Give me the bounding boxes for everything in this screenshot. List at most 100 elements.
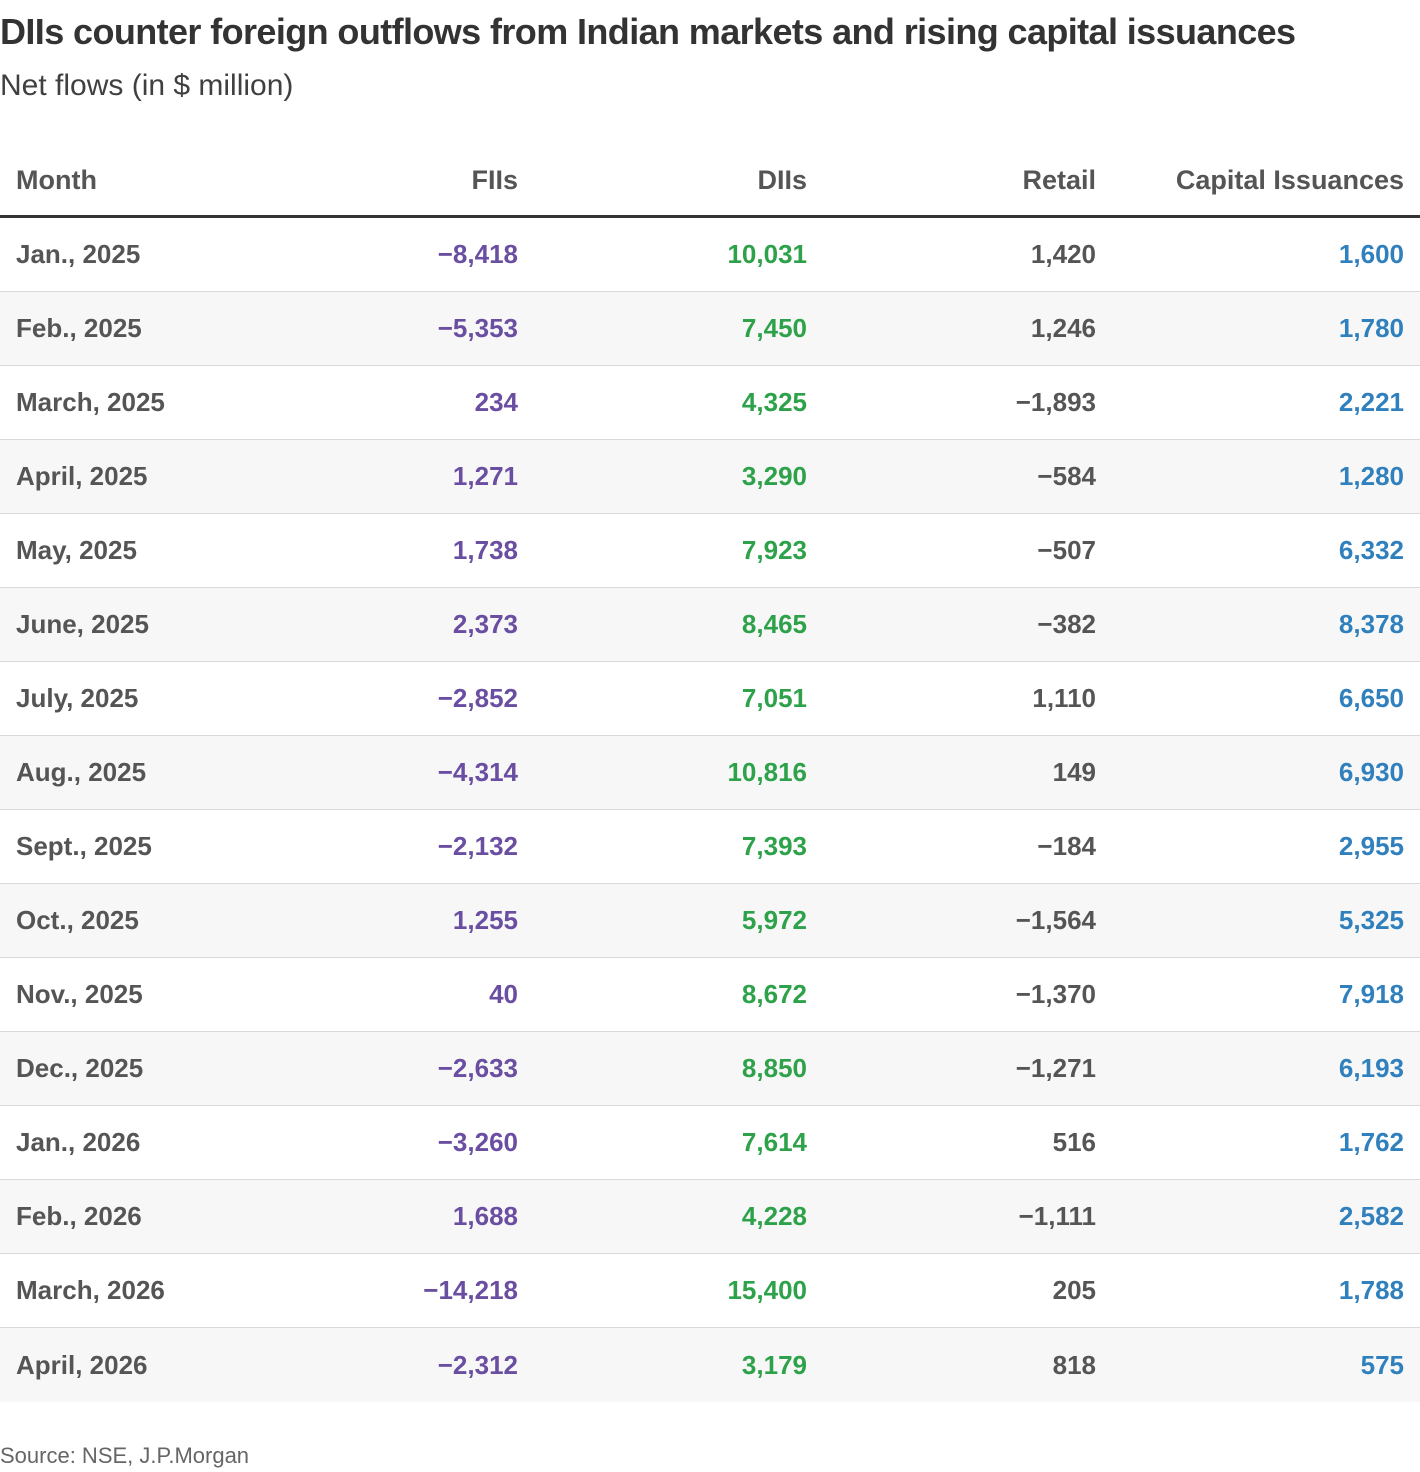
cell-month: Feb., 2025 [16, 313, 142, 343]
table-row: May, 2025 1,738 7,923 −507 6,332 [0, 514, 1420, 588]
cell-fiis: −5,353 [437, 313, 518, 343]
cell-month: Oct., 2025 [16, 905, 139, 935]
cell-diis: 10,031 [727, 239, 807, 269]
cell-diis: 3,290 [741, 461, 807, 491]
cell-month: June, 2025 [16, 609, 149, 639]
cell-month: May, 2025 [16, 535, 137, 565]
cell-capital-issuances: 6,332 [1338, 535, 1404, 565]
table-row: Jan., 2026 −3,260 7,614 516 1,762 [0, 1106, 1420, 1180]
chart-subtitle: Net flows (in $ million) [0, 69, 294, 102]
header-capital-issuances: Capital Issuances [1175, 165, 1404, 195]
cell-month: Jan., 2025 [16, 239, 141, 269]
cell-retail: 1,420 [1030, 239, 1096, 269]
cell-retail: −1,564 [1015, 905, 1096, 935]
table-body: Jan., 2025 −8,418 10,031 1,420 1,600 Feb., 20… [0, 218, 1420, 1402]
cell-diis: 7,450 [741, 313, 807, 343]
table-row: Feb., 2025 −5,353 7,450 1,246 1,780 [0, 292, 1420, 366]
cell-capital-issuances: 8,378 [1338, 609, 1404, 639]
cell-capital-issuances: 2,955 [1338, 831, 1404, 861]
table-header-row: Month FIIs DIIs Retail Capital Issuances [0, 146, 1420, 218]
table-row: Aug., 2025 −4,314 10,816 149 6,930 [0, 736, 1420, 810]
table-row: March, 2026 −14,218 15,400 205 1,788 [0, 1254, 1420, 1328]
cell-retail: −184 [1037, 831, 1096, 861]
cell-fiis: 1,255 [452, 905, 518, 935]
cell-fiis: 1,688 [452, 1201, 518, 1231]
cell-diis: 7,614 [741, 1127, 807, 1157]
cell-month: Sept., 2025 [16, 831, 152, 861]
cell-fiis: −2,852 [437, 683, 518, 713]
cell-retail: −507 [1037, 535, 1096, 565]
table-row: April, 2025 1,271 3,290 −584 1,280 [0, 440, 1420, 514]
cell-capital-issuances: 2,582 [1338, 1201, 1404, 1231]
cell-diis: 8,672 [741, 979, 807, 1009]
table-row: Oct., 2025 1,255 5,972 −1,564 5,325 [0, 884, 1420, 958]
cell-capital-issuances: 1,780 [1338, 313, 1404, 343]
cell-fiis: −8,418 [437, 239, 518, 269]
cell-fiis: 2,373 [452, 609, 518, 639]
header-diis: DIIs [757, 165, 807, 195]
cell-diis: 4,228 [741, 1201, 807, 1231]
cell-diis: 3,179 [741, 1349, 807, 1380]
cell-diis: 5,972 [741, 905, 807, 935]
table-row: Jan., 2025 −8,418 10,031 1,420 1,600 [0, 218, 1420, 292]
table-row: July, 2025 −2,852 7,051 1,110 6,650 [0, 662, 1420, 736]
header-month: Month [16, 165, 97, 195]
cell-month: Aug., 2025 [16, 757, 147, 787]
cell-fiis: 1,271 [452, 461, 518, 491]
cell-diis: 8,465 [741, 609, 807, 639]
cell-retail: −1,370 [1015, 979, 1096, 1009]
cell-capital-issuances: 1,280 [1338, 461, 1404, 491]
cell-month: Feb., 2026 [16, 1201, 142, 1231]
table-row: Dec., 2025 −2,633 8,850 −1,271 6,193 [0, 1032, 1420, 1106]
table-row: Nov., 2025 40 8,672 −1,370 7,918 [0, 958, 1420, 1032]
cell-month: April, 2025 [16, 461, 148, 491]
table-row: Feb., 2026 1,688 4,228 −1,111 2,582 [0, 1180, 1420, 1254]
cell-capital-issuances: 1,762 [1338, 1127, 1404, 1157]
cell-capital-issuances: 6,193 [1338, 1053, 1404, 1083]
cell-fiis: −2,633 [437, 1053, 518, 1083]
cell-fiis: −14,218 [423, 1275, 518, 1305]
cell-fiis: 1,738 [452, 535, 518, 565]
cell-fiis: −3,260 [437, 1127, 518, 1157]
cell-month: July, 2025 [16, 683, 139, 713]
cell-month: March, 2025 [16, 387, 165, 417]
cell-diis: 7,393 [741, 831, 807, 861]
cell-retail: 1,110 [1032, 683, 1096, 713]
cell-month: March, 2026 [16, 1275, 165, 1305]
table-row: Sept., 2025 −2,132 7,393 −184 2,955 [0, 810, 1420, 884]
cell-capital-issuances: 2,221 [1338, 387, 1404, 417]
cell-retail: −1,271 [1015, 1053, 1096, 1083]
cell-month: Dec., 2025 [16, 1053, 144, 1083]
cell-capital-issuances: 6,930 [1338, 757, 1404, 787]
header-fiis: FIIs [471, 165, 518, 195]
cell-month: Nov., 2025 [16, 979, 143, 1009]
cell-fiis: −2,132 [437, 831, 518, 861]
cell-month: Jan., 2026 [16, 1127, 141, 1157]
cell-retail: −1,111 [1018, 1201, 1096, 1231]
cell-month: April, 2026 [16, 1349, 148, 1380]
cell-diis: 4,325 [741, 387, 807, 417]
flows-table: Month FIIs DIIs Retail Capital Issuances… [0, 146, 1420, 1402]
cell-diis: 7,051 [741, 683, 807, 713]
table-row: June, 2025 2,373 8,465 −382 8,378 [0, 588, 1420, 662]
header-retail: Retail [1022, 165, 1096, 195]
cell-retail: −1,893 [1015, 387, 1096, 417]
cell-capital-issuances: 1,600 [1338, 239, 1404, 269]
cell-retail: −584 [1037, 461, 1096, 491]
table-row: April, 2026 −2,312 3,179 818 575 [0, 1328, 1420, 1402]
cell-retail: 818 [1052, 1349, 1096, 1380]
cell-diis: 8,850 [741, 1053, 807, 1083]
cell-diis: 10,816 [727, 757, 807, 787]
source-note: Source: NSE, J.P.Morgan [0, 1443, 250, 1468]
cell-capital-issuances: 575 [1360, 1349, 1404, 1380]
cell-retail: 516 [1052, 1127, 1096, 1157]
cell-capital-issuances: 5,325 [1338, 905, 1404, 935]
cell-diis: 7,923 [741, 535, 807, 565]
cell-fiis: −2,312 [437, 1349, 518, 1380]
cell-capital-issuances: 7,918 [1338, 979, 1404, 1009]
cell-capital-issuances: 1,788 [1338, 1275, 1404, 1305]
cell-retail: −382 [1037, 609, 1096, 639]
chart-title: DIIs counter foreign outflows from India… [0, 11, 1296, 52]
table-row: March, 2025 234 4,325 −1,893 2,221 [0, 366, 1420, 440]
cell-retail: 205 [1052, 1275, 1096, 1305]
